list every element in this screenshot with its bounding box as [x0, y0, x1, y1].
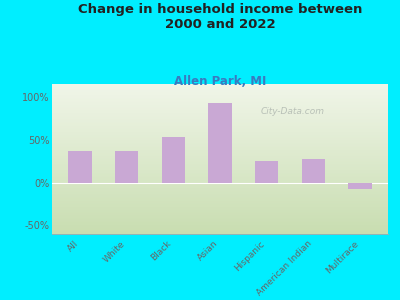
Bar: [115, 151, 138, 183]
Text: City-Data.com: City-Data.com: [260, 106, 324, 116]
Bar: [255, 161, 278, 183]
Bar: [162, 137, 185, 183]
Bar: [68, 151, 92, 183]
Bar: [302, 159, 325, 183]
Text: Allen Park, MI: Allen Park, MI: [174, 75, 266, 88]
Bar: [348, 183, 372, 189]
Text: Change in household income between
2000 and 2022: Change in household income between 2000 …: [78, 3, 362, 31]
Bar: [208, 103, 232, 183]
